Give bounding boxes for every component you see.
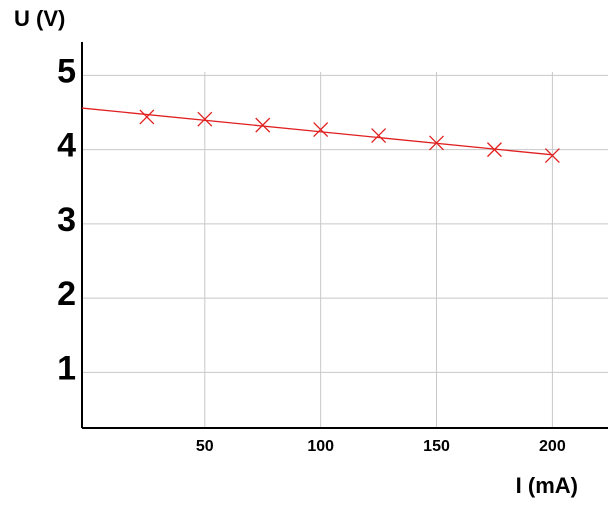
y-axis-label: U (V) xyxy=(14,6,65,31)
data-point xyxy=(486,142,502,158)
data-point xyxy=(429,135,444,151)
data-point xyxy=(371,128,387,143)
x-tick-label: 100 xyxy=(307,438,334,455)
data-point xyxy=(313,122,329,138)
y-tick-label: 4 xyxy=(57,127,76,165)
y-tick-label: 2 xyxy=(57,275,76,313)
x-axis-label: I (mA) xyxy=(516,473,578,498)
y-tick-label: 3 xyxy=(57,201,76,239)
x-tick-label: 150 xyxy=(423,438,450,455)
x-tick-label: 50 xyxy=(196,438,214,455)
data-point xyxy=(255,117,271,133)
y-tick-label: 1 xyxy=(57,349,76,387)
data-point xyxy=(197,111,213,127)
fit-line xyxy=(81,107,553,156)
data-point xyxy=(139,109,155,125)
y-tick-label: 5 xyxy=(57,52,76,90)
x-tick-label: 200 xyxy=(539,438,566,455)
data-point xyxy=(544,148,560,164)
